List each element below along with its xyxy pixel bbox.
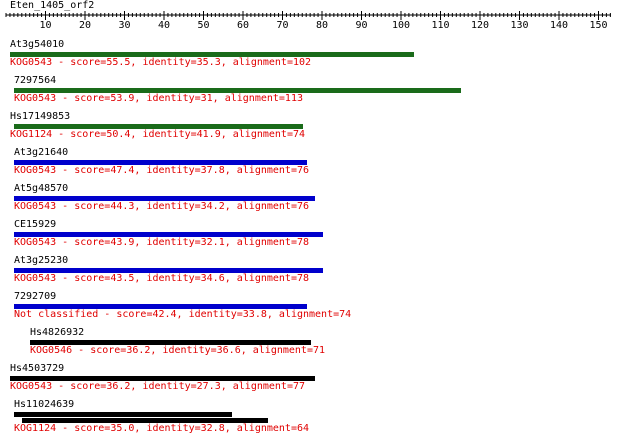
hit-name[interactable]: Hs4503729 — [10, 363, 65, 374]
alignment-bar[interactable] — [14, 88, 461, 93]
hit-name[interactable]: Hs4826932 — [30, 327, 85, 338]
hit-info: KOG0543 - score=43.9, identity=32.1, ali… — [14, 237, 310, 248]
ruler-tick-label: 150 — [589, 20, 608, 31]
alignment-bar[interactable] — [14, 412, 232, 417]
alignment-bar[interactable] — [14, 160, 307, 165]
hit-name[interactable]: At3g21640 — [14, 147, 69, 158]
ruler-tick-label: 130 — [510, 20, 529, 31]
ruler-tick-label: 140 — [549, 20, 569, 31]
alignment-bar[interactable] — [14, 268, 323, 273]
ruler-tick-label: 100 — [391, 20, 411, 31]
hit-name[interactable]: CE15929 — [14, 219, 57, 230]
ruler-tick-label: 80 — [315, 20, 329, 31]
hit-info: KOG0543 - score=55.5, identity=35.3, ali… — [10, 57, 312, 68]
ruler-tick-label: 120 — [470, 20, 490, 31]
ruler-tick-label: 60 — [236, 20, 250, 31]
hit-name[interactable]: At3g25230 — [14, 255, 69, 266]
alignment-bar[interactable] — [30, 340, 311, 345]
hit-name[interactable]: 7297564 — [14, 75, 57, 86]
ruler-tick-label: 70 — [276, 20, 289, 31]
hit-info: KOG0543 - score=36.2, identity=27.3, ali… — [10, 381, 306, 392]
ruler-tick-label: 40 — [157, 20, 171, 31]
hit-info: KOG0546 - score=36.2, identity=36.6, ali… — [30, 345, 326, 356]
position-ruler — [5, 11, 611, 20]
ruler-tick-label: 50 — [197, 20, 210, 31]
hit-info: KOG1124 - score=50.4, identity=41.9, ali… — [10, 129, 306, 140]
hit-info: Not classified - score=42.4, identity=33… — [14, 309, 352, 320]
hit-info: KOG0543 - score=44.3, identity=34.2, ali… — [14, 201, 310, 212]
alignment-bar[interactable] — [10, 376, 315, 381]
ruler-tick-label: 20 — [78, 20, 92, 31]
ruler-tick-label: 90 — [355, 20, 368, 31]
alignment-bar[interactable] — [10, 52, 414, 57]
alignment-bar-segment[interactable] — [22, 418, 268, 423]
ruler-tick-label: 110 — [431, 20, 450, 31]
alignment-bar[interactable] — [14, 124, 303, 129]
alignment-bar[interactable] — [14, 196, 315, 201]
hit-name[interactable]: At5g48570 — [14, 183, 69, 194]
alignment-bar[interactable] — [14, 232, 323, 237]
ruler-tick-label: 10 — [39, 20, 52, 31]
hit-name[interactable]: Hs17149853 — [10, 111, 71, 122]
query-title: Eten_1405_orf2 — [10, 0, 95, 11]
ruler-tick-label: 30 — [118, 20, 131, 31]
hit-info: KOG0543 - score=53.9, identity=31, align… — [14, 93, 303, 104]
hit-name[interactable]: Hs11024639 — [14, 399, 75, 410]
hit-info: KOG0543 - score=47.4, identity=37.8, ali… — [14, 165, 310, 176]
hit-name[interactable]: 7292709 — [14, 291, 57, 302]
hit-info: KOG0543 - score=43.5, identity=34.6, ali… — [14, 273, 310, 284]
alignment-bar[interactable] — [14, 304, 307, 309]
hit-info: KOG1124 - score=35.0, identity=32.8, ali… — [14, 423, 310, 434]
hit-name[interactable]: At3g54010 — [10, 39, 65, 50]
